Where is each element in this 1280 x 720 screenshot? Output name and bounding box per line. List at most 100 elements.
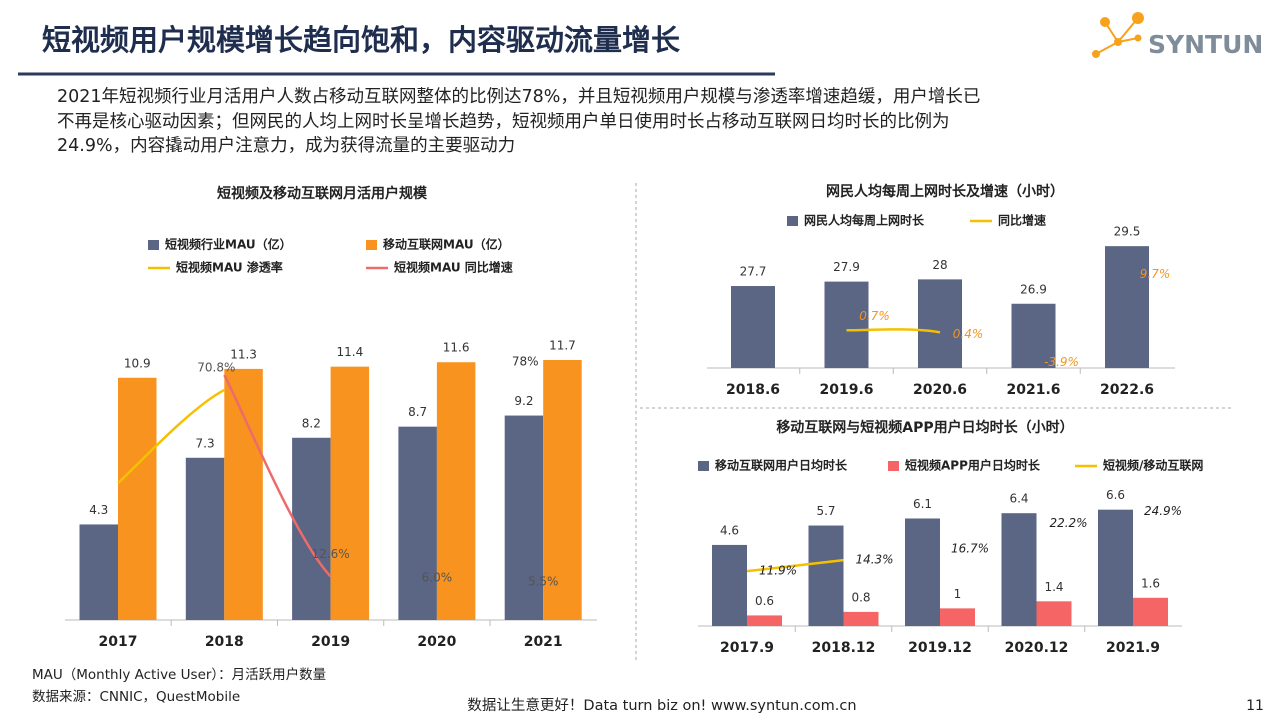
x-tick-label: 2021.9 <box>1106 640 1160 656</box>
bar <box>824 281 869 368</box>
bar-value-label: 26.9 <box>1020 282 1047 296</box>
x-tick-label: 2018.6 <box>726 382 780 398</box>
bar <box>436 362 476 620</box>
footnote: 数据来源：CNNIC，QuestMobile <box>32 689 240 705</box>
bar-value-label: 6.6 <box>1106 488 1125 502</box>
page-number: 11 <box>1246 698 1264 714</box>
logo-text: SYNTUN <box>1148 30 1263 59</box>
x-tick-label: 2021.6 <box>1006 382 1060 398</box>
x-tick-label: 2019 <box>311 634 350 650</box>
line-value-label: 0.4% <box>953 327 984 341</box>
line-series <box>117 388 225 484</box>
x-tick-label: 2020 <box>417 634 456 650</box>
x-tick-label: 2018 <box>205 634 244 650</box>
bar-value-label: 28 <box>932 258 947 272</box>
bar-value-label: 8.2 <box>302 416 321 430</box>
x-tick-label: 2020.6 <box>913 382 967 398</box>
x-tick-label: 2017.9 <box>720 640 774 656</box>
bar <box>185 457 225 620</box>
chart-title: 移动互联网与短视频APP用户日均时长（小时） <box>776 419 1073 436</box>
bar <box>712 544 747 626</box>
legend-swatch <box>888 461 899 471</box>
footer-slogan: 数据让生意更好！Data turn biz on! www.syntun.com… <box>467 696 856 714</box>
bar <box>1001 513 1037 626</box>
line-value-label: 6.0% <box>422 571 453 585</box>
bar-value-label: 6.4 <box>1009 492 1028 506</box>
bar-value-label: 27.9 <box>833 260 860 274</box>
legend-label: 同比增速 <box>998 213 1046 228</box>
bar-value-label: 7.3 <box>196 436 215 450</box>
bar-value-label: 1 <box>954 587 962 601</box>
legend-label: 移动互联网用户日均时长 <box>715 458 848 473</box>
bar <box>118 377 157 620</box>
bar <box>79 524 118 620</box>
legend-label: 网民人均每周上网时长 <box>804 213 925 228</box>
legend-label: 移动互联网MAU（亿） <box>383 237 510 252</box>
x-tick-label: 2022.6 <box>1100 382 1154 398</box>
chart-title: 短视频及移动互联网月活用户规模 <box>217 185 428 202</box>
bar <box>1105 246 1149 368</box>
line-series <box>223 374 332 578</box>
chart-title: 网民人均每周上网时长及增速（小时） <box>826 183 1064 200</box>
bar-value-label: 29.5 <box>1114 225 1141 239</box>
bar-value-label: 4.6 <box>720 523 739 537</box>
bar-value-label: 8.7 <box>408 405 427 419</box>
legend-label: 短视频MAU 渗透率 <box>176 260 283 275</box>
line-value-label: 24.9% <box>1144 504 1182 518</box>
bar <box>843 611 879 626</box>
legend-swatch <box>698 461 709 471</box>
line-value-label: 14.3% <box>855 553 893 567</box>
bar <box>1098 509 1133 626</box>
summary-line: 2021年短视频行业月活用户人数占移动互联网整体的比例达78%，并且短视频用户规… <box>57 87 980 107</box>
bar <box>398 426 437 620</box>
x-tick-label: 2020.12 <box>1005 640 1069 656</box>
slide-title: 短视频用户规模增长趋向饱和，内容驱动流量增长 <box>42 23 681 57</box>
line-value-label: -3.9% <box>1044 355 1079 369</box>
bar-value-label: 1.6 <box>1141 576 1160 590</box>
line-value-label: 9.7% <box>1140 267 1171 281</box>
line-value-label: 11.9% <box>759 564 797 578</box>
x-tick-label: 2019.12 <box>908 640 972 656</box>
legend-label: 短视频行业MAU（亿） <box>165 237 292 252</box>
bar-value-label: 0.6 <box>755 594 774 608</box>
x-tick-label: 2017 <box>99 634 138 650</box>
summary-line: 24.9%，内容撬动用户注意力，成为获得流量的主要驱动力 <box>57 136 515 156</box>
bar <box>1133 597 1168 626</box>
bar <box>940 608 975 626</box>
legend-label: 短视频/移动互联网 <box>1103 458 1203 473</box>
line-value-label: 22.2% <box>1049 516 1087 530</box>
x-tick-label: 2019.6 <box>819 382 873 398</box>
legend-swatch <box>787 216 798 226</box>
line-value-label: 5.5% <box>528 574 559 588</box>
bar-value-label: 9.2 <box>514 394 533 408</box>
legend-swatch <box>148 240 159 250</box>
line-value-label: 12.6% <box>312 547 350 561</box>
bar-value-label: 27.7 <box>740 265 767 279</box>
bar <box>905 518 940 626</box>
bar <box>747 615 782 626</box>
bar <box>918 279 962 368</box>
x-tick-label: 2018.12 <box>812 640 876 656</box>
bar <box>504 415 544 620</box>
footnote: MAU（Monthly Active User）：月活跃用户数量 <box>32 666 326 683</box>
bar-value-label: 10.9 <box>124 356 151 370</box>
bar-value-label: 0.8 <box>851 590 870 604</box>
bar <box>1011 303 1056 368</box>
line-value-label: 78% <box>512 355 539 369</box>
bar <box>543 360 582 620</box>
bar-value-label: 4.3 <box>89 503 108 517</box>
bar <box>1036 601 1072 626</box>
bar-value-label: 11.4 <box>336 345 363 359</box>
bar-value-label: 11.3 <box>230 347 257 361</box>
line-value-label: 70.8% <box>197 361 235 375</box>
legend-swatch <box>366 240 377 250</box>
bar-value-label: 1.4 <box>1044 580 1063 594</box>
legend-label: 短视频APP用户日均时长 <box>905 458 1041 473</box>
bar-value-label: 11.6 <box>443 341 470 355</box>
bar <box>224 368 263 620</box>
line-value-label: 0.7% <box>859 309 890 323</box>
bar-value-label: 6.1 <box>913 497 932 511</box>
legend-label: 短视频MAU 同比增速 <box>394 260 513 275</box>
line-series <box>746 558 844 573</box>
